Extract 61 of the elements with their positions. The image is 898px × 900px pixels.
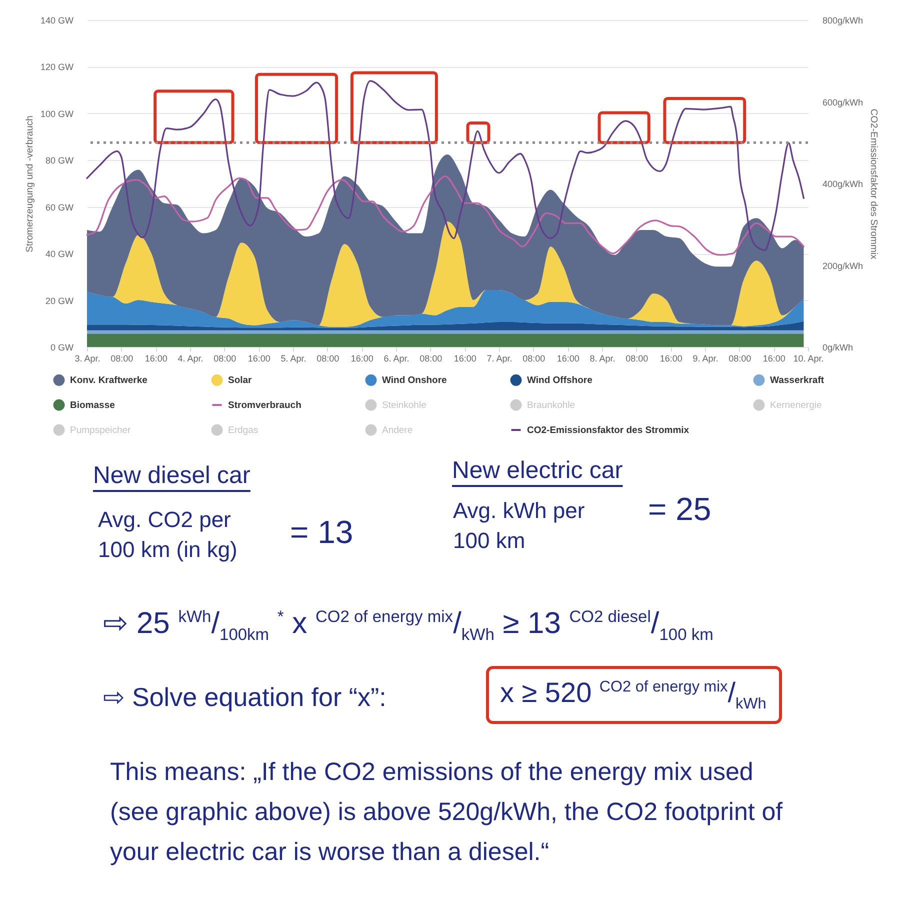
text: = 13	[290, 513, 354, 552]
legend-label: Stromverbrauch	[228, 400, 302, 411]
x-tick-label: 16:00	[762, 354, 786, 364]
y2-tick-label: 200g/kWh	[822, 260, 864, 271]
x-tick-label: 16:00	[144, 354, 168, 364]
x-tick-label: 08:00	[214, 354, 236, 364]
y-tick-label: 100 GW	[40, 108, 74, 119]
x-tick-label: 4. Apr.	[178, 354, 204, 364]
x-tick-label: 08:00	[110, 354, 134, 364]
text: ⇨ 25 $^{kWh}$/$_{100km}$ $^{*}$ x $^{CO2 of energy mix}$/$_{kWh}$ ≥ 13 $^{CO2 diesel}$/$_{100 km}$	[103, 607, 714, 644]
text: Avg. CO2 per 100 km (in kg)	[98, 506, 238, 564]
text: Avg. kWh per 100 km	[453, 497, 586, 555]
text: x ≥ 520 $^{CO2 of energy mix}$/$_{kWh}$	[500, 676, 766, 714]
x-tick-label: 7. Apr.	[486, 354, 512, 364]
y-tick-label: 0 GW	[50, 342, 74, 352]
y-tick-label: 60 GW	[45, 202, 74, 212]
x-tick-label: 16:00	[660, 354, 682, 364]
x-tick-label: 08:00	[420, 354, 442, 364]
legend-label: Wasserkraft	[770, 375, 825, 386]
legend-label: Wind Offshore	[527, 375, 592, 386]
y-tick-label: 40 GW	[45, 249, 74, 260]
x-tick-label: 08:00	[626, 354, 648, 364]
x-tick-label: 5. Apr.	[280, 354, 306, 364]
legend-label: Solar	[228, 375, 252, 386]
text: = 25	[648, 490, 712, 528]
legend-label: Braunkohle	[527, 400, 576, 411]
x-tick-label: 16:00	[454, 354, 476, 364]
legend-label: Pumpspeicher	[70, 425, 131, 436]
y-tick-label: 20 GW	[45, 296, 74, 306]
legend-label: Andere	[382, 425, 413, 436]
y2-tick-label: 0g/kWh	[822, 342, 854, 352]
legend-label: CO2-Emissionsfaktor des Strommix	[527, 425, 690, 436]
x-tick-label: 16:00	[556, 354, 580, 364]
y2-tick-label: 600g/kWh	[822, 97, 864, 108]
legend-label: Konv. Kraftwerke	[70, 375, 148, 386]
legend-label: Steinkohle	[382, 400, 426, 411]
x-tick-label: 08:00	[522, 354, 546, 364]
x-tick-label: 08:00	[728, 354, 752, 364]
x-tick-label: 3. Apr.	[74, 354, 100, 364]
x-tick-label: 9. Apr.	[692, 354, 718, 364]
y-tick-label: 140 GW	[40, 16, 74, 26]
x-tick-label: 6. Apr.	[384, 354, 410, 364]
x-tick-label: 16:00	[350, 354, 374, 364]
y-tick-label: 80 GW	[45, 156, 74, 166]
y2-tick-label: 400g/kWh	[822, 179, 864, 189]
x-tick-label: 10. Apr.	[793, 354, 824, 364]
legend-label: Erdgas	[228, 425, 258, 436]
y-tick-label: 120 GW	[40, 62, 74, 72]
legend-label: Wind Onshore	[382, 375, 447, 386]
legend-label: Kernenergie	[770, 400, 822, 411]
y2-axis-title: CO2-Emissionsfaktor des Strommix	[868, 108, 880, 260]
text: ⇨ Solve equation for “x”:	[103, 682, 386, 714]
x-tick-label: 8. Apr.	[590, 354, 616, 364]
text: New diesel car	[93, 462, 250, 491]
y2-tick-label: 800g/kWh	[822, 16, 864, 26]
x-tick-label: 08:00	[316, 354, 340, 364]
y-axis-title: Stromerzeugung und -verbrauch	[24, 116, 36, 252]
x-tick-label: 16:00	[248, 354, 270, 364]
text: This means: „If the CO2 emissions of the energy mix used (see graphic above) is above 520g/kWh, the CO2 footprint of your electric car is worse than a diesel.“	[110, 757, 784, 868]
text: New electric car	[452, 457, 623, 486]
legend-label: Biomasse	[70, 400, 115, 411]
